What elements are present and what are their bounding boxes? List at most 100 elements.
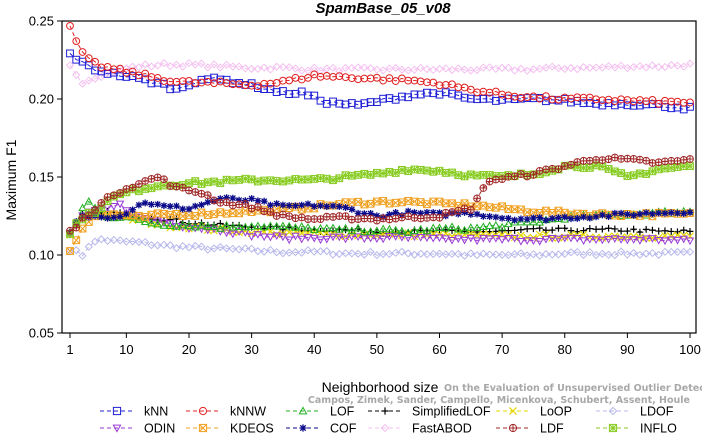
data-point-k-nn [310,91,319,100]
data-point-lof [228,222,238,231]
data-point-k-nnw [617,95,626,104]
data-point-simplified-lof [504,227,512,235]
data-point-fast-abod [635,61,645,71]
data-point-ldof [648,248,657,258]
data-point-inflo [285,176,294,185]
data-point-cof [642,209,650,217]
data-point-fast-abod [234,62,244,71]
data-point-odin [122,207,131,215]
data-point-fast-abod [134,63,143,72]
data-point-fast-abod [153,61,162,70]
data-point-ldof [566,248,576,257]
data-point-fast-abod [485,63,494,72]
data-point-kdeos [398,198,406,207]
data-point-odin [253,231,263,239]
data-point-lof [309,225,319,234]
data-point-cof [360,210,368,218]
data-point-fast-abod [516,64,526,73]
data-point-lof [84,197,94,205]
data-point-k-nn [448,89,456,98]
data-point-k-nn [491,97,500,105]
data-point-lo-op [554,234,563,242]
data-point-k-nn [454,91,463,100]
data-point-cof [116,213,124,221]
data-point-fast-abod [460,65,469,74]
data-point-k-nn [610,101,619,110]
y-tick-label: 0.20 [29,92,54,107]
data-point-ldof [435,249,444,258]
data-point-k-nnw [72,37,81,46]
data-point-ldof [322,246,331,256]
data-point-ldf [329,213,337,221]
data-point-cof [285,202,293,209]
data-point-ldf [523,172,532,181]
data-point-odin [566,234,576,243]
data-point-kdeos [441,199,450,208]
data-point-ldof [310,247,319,256]
data-point-k-nn [617,99,626,108]
data-point-k-nnw [304,73,312,82]
data-point-lof [253,221,263,230]
y-tick-label: 0.15 [29,170,54,185]
data-point-cof [436,209,443,217]
data-point-odin [541,235,551,244]
data-point-cof [248,195,256,202]
data-point-fast-abod [541,63,551,72]
data-point-cof [148,201,155,208]
data-point-ldof [78,251,87,260]
data-point-k-nnw [435,81,444,90]
data-point-k-nn [216,75,225,84]
data-point-odin [454,235,463,244]
data-point-simplified-lof [598,225,606,233]
data-point-lof [460,225,469,234]
data-point-k-nn [623,101,632,110]
data-point-fast-abod [397,65,407,74]
data-point-odin [598,236,607,245]
data-point-ldof [560,249,569,258]
y-tick-label: 0.25 [29,14,54,29]
data-point-k-nnw [654,99,663,108]
data-point-odin [266,233,275,242]
data-point-ldf [548,164,557,173]
data-point-k-nnw [542,92,550,101]
legend-label-ldf: LDF [540,422,564,434]
data-point-inflo [279,177,287,186]
data-point-lof [303,223,313,231]
data-point-lof [391,225,400,234]
data-point-fast-abod [266,65,275,74]
data-point-k-nn [354,100,362,109]
data-point-lof [335,224,344,233]
data-point-ldof [535,251,544,260]
data-point-ldf [166,182,175,190]
data-point-odin [303,234,313,242]
data-point-fast-abod [253,64,262,74]
series-k-nnw [66,22,694,108]
data-point-ldf [604,155,613,164]
data-point-simplified-lof [448,227,456,234]
data-point-k-nn [398,92,406,101]
data-point-ldf [72,223,81,232]
data-point-kdeos [385,199,394,208]
data-point-inflo [316,174,325,183]
data-point-k-nnw [448,80,456,89]
data-point-cof [367,210,375,217]
data-point-cof [273,200,281,207]
data-point-odin [685,237,695,246]
data-point-odin [472,237,482,246]
data-point-simplified-lof [630,225,638,233]
data-point-odin [435,234,444,242]
data-point-cof [97,213,105,221]
data-point-odin [372,235,382,244]
series-line-ldof [69,238,691,257]
data-point-k-nnw [160,77,168,85]
data-point-inflo [222,175,231,184]
data-point-simplified-lof [517,226,525,234]
data-point-simplified-lof [279,226,287,234]
data-point-k-nnw [548,95,557,104]
y-tick-label: 0.10 [29,248,54,263]
legend-entry-k-nnw: kNNW [186,405,266,419]
data-point-ldof [247,244,256,253]
data-point-odin [366,234,375,243]
data-point-lof [140,217,150,225]
